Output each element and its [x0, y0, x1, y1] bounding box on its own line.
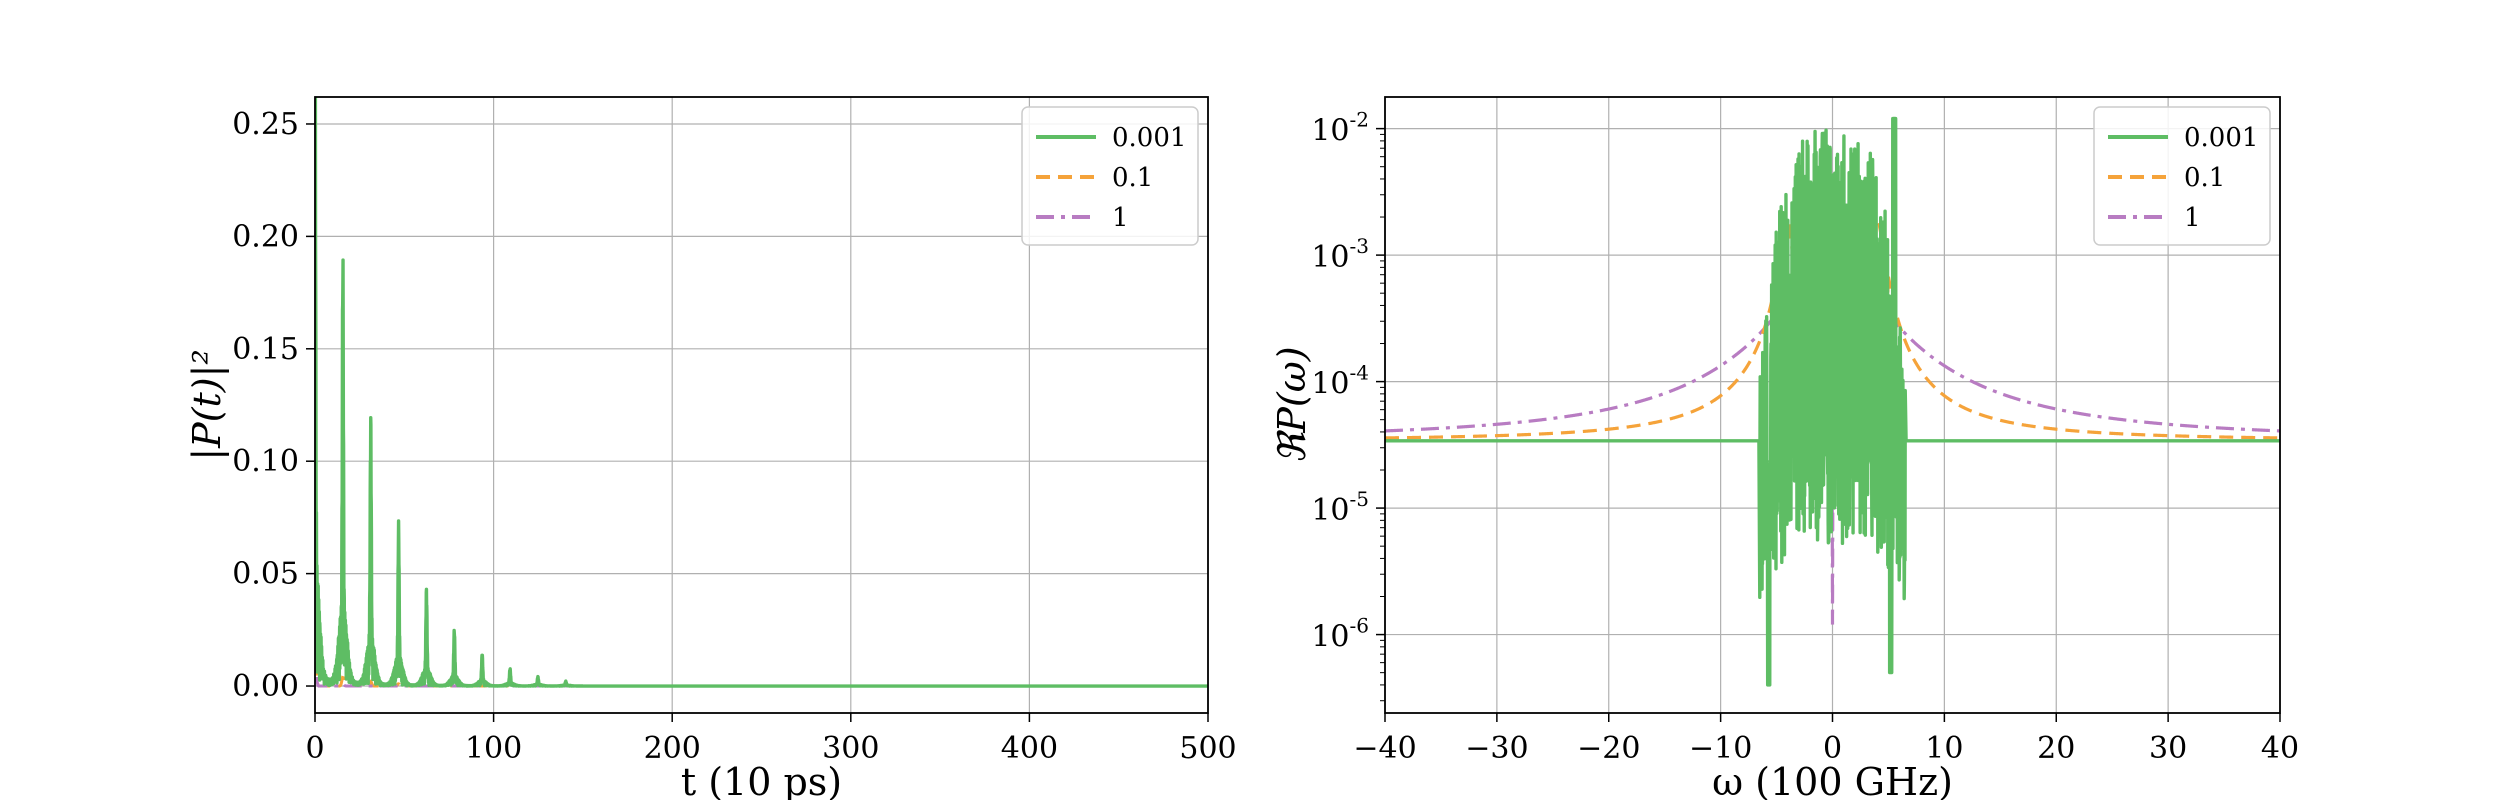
x-tick-label: 400	[1001, 731, 1058, 766]
series-group	[1385, 116, 2280, 687]
x-tick-label: 30	[2149, 731, 2187, 766]
y-tick-label: 10-4	[1311, 361, 1369, 402]
x-tick-label: 0	[1823, 731, 1842, 766]
legend-box	[2093, 106, 2271, 246]
legend: 0.001 0.1 1	[2093, 106, 2271, 246]
y-tick-label: 10-2	[1311, 108, 1369, 149]
y-tick-label: 0.25	[232, 107, 299, 142]
x-tick-label: 10	[1925, 731, 1963, 766]
x-tick-label: 100	[465, 731, 522, 766]
legend-label: 1	[2184, 203, 2201, 233]
y-tick-label: 0.00	[232, 669, 299, 704]
legend-label: 0.001	[1112, 123, 1186, 153]
y-axis-label: ℜP(ω)	[1270, 346, 1314, 463]
y-tick-label: 0.15	[232, 332, 299, 367]
x-tick-label: 20	[2037, 731, 2075, 766]
series-line-0.001	[1385, 116, 2280, 687]
x-tick-label: −30	[1465, 731, 1528, 766]
legend-label: 0.1	[1112, 163, 1153, 193]
time-domain-panel: 0 100 200 300 400 500 0.00 0.05 0.10 0.15 0.20 0.25…	[185, 96, 1237, 800]
x-tick-label: 40	[2261, 731, 2299, 766]
y-tick-label: 10-3	[1311, 234, 1369, 275]
y-tick-label: 0.05	[232, 557, 299, 592]
legend-label: 0.001	[2184, 123, 2258, 153]
x-tick-label: −10	[1689, 731, 1752, 766]
series-line-1	[1385, 230, 2280, 625]
x-tick-label: 300	[822, 731, 879, 766]
frequency-domain-panel: −40 −30 −20 −10 0 10 20 30 40 10-2 10-3 10-4 10-5 10-…	[1270, 96, 2299, 800]
series-group	[315, 97, 1208, 688]
x-tick-label: −20	[1577, 731, 1640, 766]
x-tick-label: 0	[305, 731, 324, 766]
series-line-0.001	[315, 97, 1208, 688]
y-tick-label: 0.20	[232, 219, 299, 254]
x-tick-label: 500	[1179, 731, 1236, 766]
legend-label: 1	[1112, 203, 1129, 233]
series-line-0.1	[315, 573, 1208, 688]
legend-label: 0.1	[2184, 163, 2225, 193]
y-axis-label: |P(t)|²	[185, 349, 229, 460]
x-tick-label: 200	[644, 731, 701, 766]
plot-frame	[1384, 96, 2281, 714]
legend: 0.001 0.1 1	[1021, 106, 1199, 246]
x-tick-label: −40	[1353, 731, 1416, 766]
x-axis-label: ω (100 GHz)	[1712, 760, 1953, 800]
y-tick-label: 10-6	[1311, 614, 1369, 655]
y-tick-label: 10-5	[1311, 487, 1369, 528]
x-axis-label: t (10 ps)	[681, 760, 842, 800]
y-tick-label: 0.10	[232, 444, 299, 479]
legend-box	[1021, 106, 1199, 246]
plot-frame	[314, 96, 1209, 714]
